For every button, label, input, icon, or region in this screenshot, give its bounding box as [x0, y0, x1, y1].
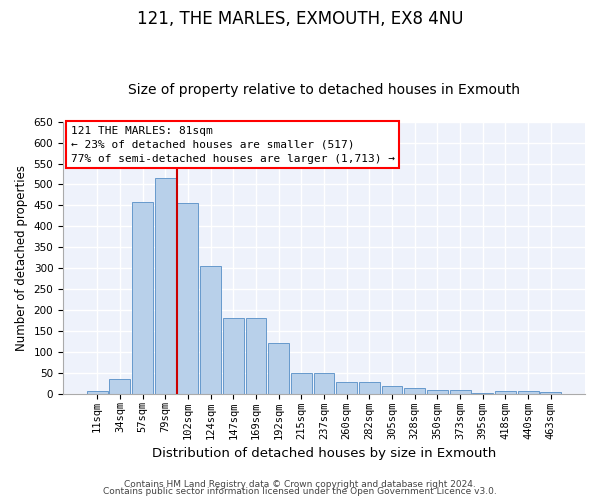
Bar — [245, 318, 266, 394]
Bar — [178, 204, 199, 394]
Bar — [427, 390, 448, 394]
Text: 121 THE MARLES: 81sqm
← 23% of detached houses are smaller (517)
77% of semi-det: 121 THE MARLES: 81sqm ← 23% of detached … — [71, 126, 395, 164]
Bar — [87, 390, 107, 394]
Y-axis label: Number of detached properties: Number of detached properties — [15, 164, 28, 350]
Bar — [132, 202, 153, 394]
Bar — [336, 382, 357, 394]
Text: Contains HM Land Registry data © Crown copyright and database right 2024.: Contains HM Land Registry data © Crown c… — [124, 480, 476, 489]
Bar — [541, 392, 561, 394]
Bar — [359, 382, 380, 394]
Bar — [449, 390, 470, 394]
Text: Contains public sector information licensed under the Open Government Licence v3: Contains public sector information licen… — [103, 487, 497, 496]
Bar — [109, 379, 130, 394]
Bar — [382, 386, 403, 394]
Bar — [472, 392, 493, 394]
Bar — [268, 344, 289, 394]
Bar — [223, 318, 244, 394]
Bar — [404, 388, 425, 394]
Bar — [291, 372, 312, 394]
Bar — [314, 372, 334, 394]
X-axis label: Distribution of detached houses by size in Exmouth: Distribution of detached houses by size … — [152, 447, 496, 460]
Bar — [495, 390, 516, 394]
Bar — [200, 266, 221, 394]
Title: Size of property relative to detached houses in Exmouth: Size of property relative to detached ho… — [128, 83, 520, 97]
Bar — [155, 178, 176, 394]
Bar — [518, 390, 539, 394]
Text: 121, THE MARLES, EXMOUTH, EX8 4NU: 121, THE MARLES, EXMOUTH, EX8 4NU — [137, 10, 463, 28]
